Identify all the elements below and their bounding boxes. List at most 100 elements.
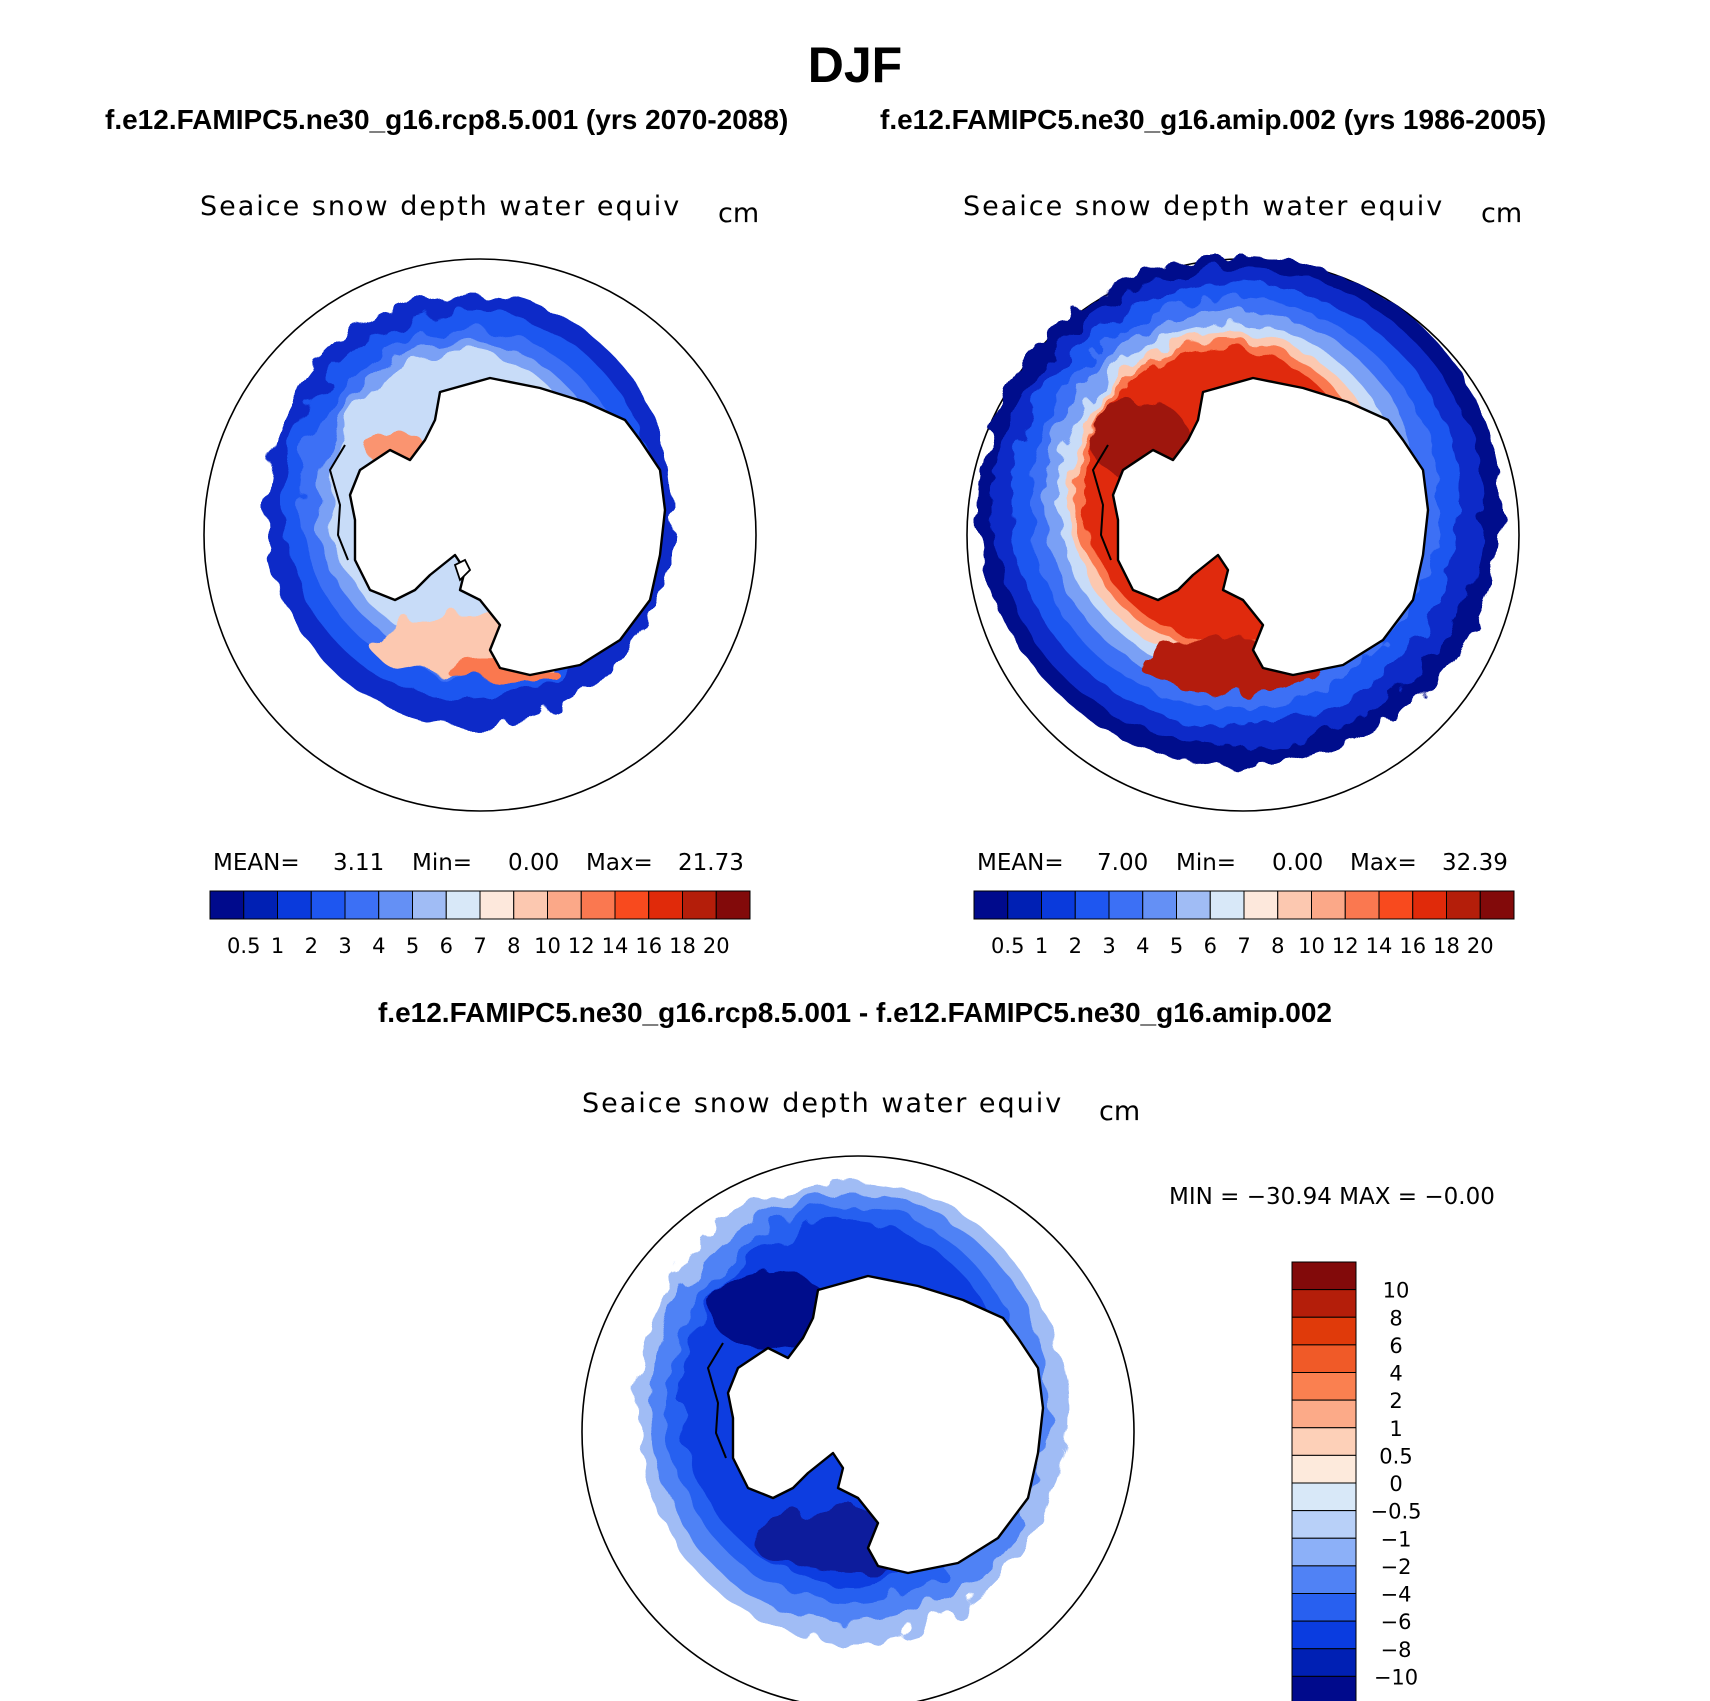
right-colorbar-tick-label: 8: [1271, 934, 1284, 958]
left-colorbar-tick-label: 4: [372, 934, 385, 958]
right-mean-value: 7.00: [1097, 850, 1149, 876]
left-colorbar-swatch: [682, 890, 717, 920]
diff-antarctica: [706, 1274, 1045, 1575]
left-colorbar-swatch: [513, 890, 548, 920]
diff-colorbar-tick-label: 1: [1389, 1417, 1402, 1441]
left-min-label: Min=: [412, 850, 473, 876]
left-colorbar-swatch: [715, 890, 751, 920]
diff-map: [581, 1155, 1135, 1701]
diff-colorbar: 10 8 6 4 2 1 0.5 0 −0.5 −1 −2 −4 −6 −8 −10: [1291, 1261, 1422, 1701]
left-colorbar-swatch: [412, 890, 447, 920]
figure-title: DJF: [807, 37, 903, 93]
right-colorbar-tick-label: 7: [1237, 934, 1250, 958]
left-colorbar-swatch: [243, 890, 278, 920]
right-colorbar-tick-label: 5: [1170, 934, 1183, 958]
diff-colorbar-tick-label: −4: [1381, 1583, 1412, 1607]
right-colorbar-swatch: [1007, 890, 1042, 920]
right-colorbar-tick-label: 12: [1332, 934, 1359, 958]
left-colorbar-tick-label: 18: [669, 934, 696, 958]
diff-variable-name: Seaice snow depth water equiv: [582, 1088, 1064, 1119]
left-colorbar-tick-label: 1: [271, 934, 284, 958]
right-colorbar-swatch: [1378, 890, 1414, 920]
diff-colorbar-tick-label: −8: [1381, 1638, 1412, 1662]
left-antarctica: [328, 376, 667, 677]
left-colorbar-swatch: [310, 890, 346, 920]
right-colorbar-swatch: [1176, 890, 1211, 920]
right-colorbar-swatch: [1142, 890, 1177, 920]
right-colorbar-tick-label: 1: [1035, 934, 1048, 958]
right-colorbar-swatch: [1446, 890, 1481, 920]
right-units: cm: [1481, 198, 1523, 229]
right-variable-name: Seaice snow depth water equiv: [963, 191, 1445, 222]
left-variable-name: Seaice snow depth water equiv: [200, 191, 682, 222]
right-min-value: 0.00: [1272, 850, 1324, 876]
right-colorbar-tick-label: 6: [1204, 934, 1217, 958]
left-colorbar-swatch: [479, 890, 515, 920]
right-colorbar-tick-label: 14: [1366, 934, 1393, 958]
left-max-value: 21.73: [678, 850, 744, 876]
left-colorbar-tick-label: 10: [534, 934, 561, 958]
right-min-label: Min=: [1176, 850, 1237, 876]
diff-stats: MIN = −30.94 MAX = −0.00: [1169, 1184, 1495, 1210]
left-colorbar-swatch: [648, 890, 683, 920]
right-colorbar-swatch: [973, 890, 1009, 920]
diff-colorbar-swatch: [1291, 1344, 1357, 1373]
right-colorbar: 0.5 1 2 3 4 5 6 7 8 10 12 14 16 18 20: [973, 890, 1515, 958]
right-colorbar-swatch: [1074, 890, 1110, 920]
diff-colorbar-swatch: [1291, 1593, 1357, 1622]
right-colorbar-tick-label: 16: [1399, 934, 1426, 958]
right-colorbar-tick-label: 4: [1136, 934, 1149, 958]
left-colorbar-tick-label: 12: [568, 934, 595, 958]
right-colorbar-tick-label: 3: [1102, 934, 1115, 958]
right-colorbar-swatch: [1277, 890, 1312, 920]
diff-colorbar-swatch: [1291, 1675, 1357, 1701]
diff-colorbar-tick-label: −10: [1374, 1665, 1418, 1689]
right-colorbar-swatch: [1041, 890, 1076, 920]
diff-colorbar-swatch: [1291, 1454, 1357, 1484]
right-colorbar-swatch: [1108, 890, 1144, 920]
left-colorbar-swatch: [277, 890, 312, 920]
left-colorbar-tick-label: 7: [473, 934, 486, 958]
left-colorbar-swatch: [614, 890, 650, 920]
right-colorbar-tick-label: 20: [1467, 934, 1494, 958]
diff-colorbar-tick-label: 2: [1389, 1389, 1402, 1413]
right-max-value: 32.39: [1442, 850, 1508, 876]
left-case-subtitle: f.e12.FAMIPC5.ne30_g16.rcp8.5.001 (yrs 2…: [105, 104, 789, 135]
diff-colorbar-swatch: [1291, 1289, 1357, 1318]
left-mean-value: 3.11: [333, 850, 385, 876]
left-colorbar-swatch: [445, 890, 481, 920]
left-map: [203, 258, 757, 812]
diff-colorbar-tick-label: 8: [1389, 1306, 1402, 1330]
right-colorbar-tick-label: 10: [1298, 934, 1325, 958]
left-colorbar-tick-label: 5: [406, 934, 419, 958]
diff-colorbar-swatch: [1291, 1537, 1357, 1567]
right-colorbar-tick-label: 18: [1433, 934, 1460, 958]
right-colorbar-swatch: [1311, 890, 1346, 920]
diff-colorbar-tick-label: −2: [1381, 1555, 1412, 1579]
right-map: [966, 255, 1520, 812]
diff-colorbar-swatch: [1291, 1482, 1357, 1512]
left-colorbar-tick-label: 16: [635, 934, 662, 958]
left-colorbar-swatch: [378, 890, 413, 920]
diff-colorbar-swatch: [1291, 1316, 1357, 1346]
diff-colorbar-swatch: [1291, 1565, 1357, 1594]
diff-colorbar-swatch: [1291, 1427, 1357, 1456]
right-colorbar-swatch: [1243, 890, 1279, 920]
diff-colorbar-tick-label: −6: [1381, 1610, 1412, 1634]
diff-colorbar-tick-label: 0.5: [1379, 1444, 1412, 1468]
left-colorbar-tick-label: 14: [602, 934, 629, 958]
right-colorbar-swatch: [1479, 890, 1515, 920]
left-colorbar-swatch: [547, 890, 582, 920]
diff-units: cm: [1099, 1096, 1141, 1127]
left-colorbar-tick-label: 8: [507, 934, 520, 958]
right-max-label: Max=: [1350, 850, 1417, 876]
right-case-subtitle: f.e12.FAMIPC5.ne30_g16.amip.002 (yrs 198…: [880, 104, 1547, 135]
left-colorbar-tick-label: 20: [703, 934, 730, 958]
right-colorbar-swatch: [1209, 890, 1245, 920]
right-mean-label: MEAN=: [977, 850, 1064, 876]
diff-colorbar-swatch: [1291, 1510, 1357, 1539]
left-colorbar-tick-label: 0.5: [227, 934, 260, 958]
diff-colorbar-swatch: [1291, 1261, 1357, 1291]
left-colorbar-swatch: [580, 890, 616, 920]
